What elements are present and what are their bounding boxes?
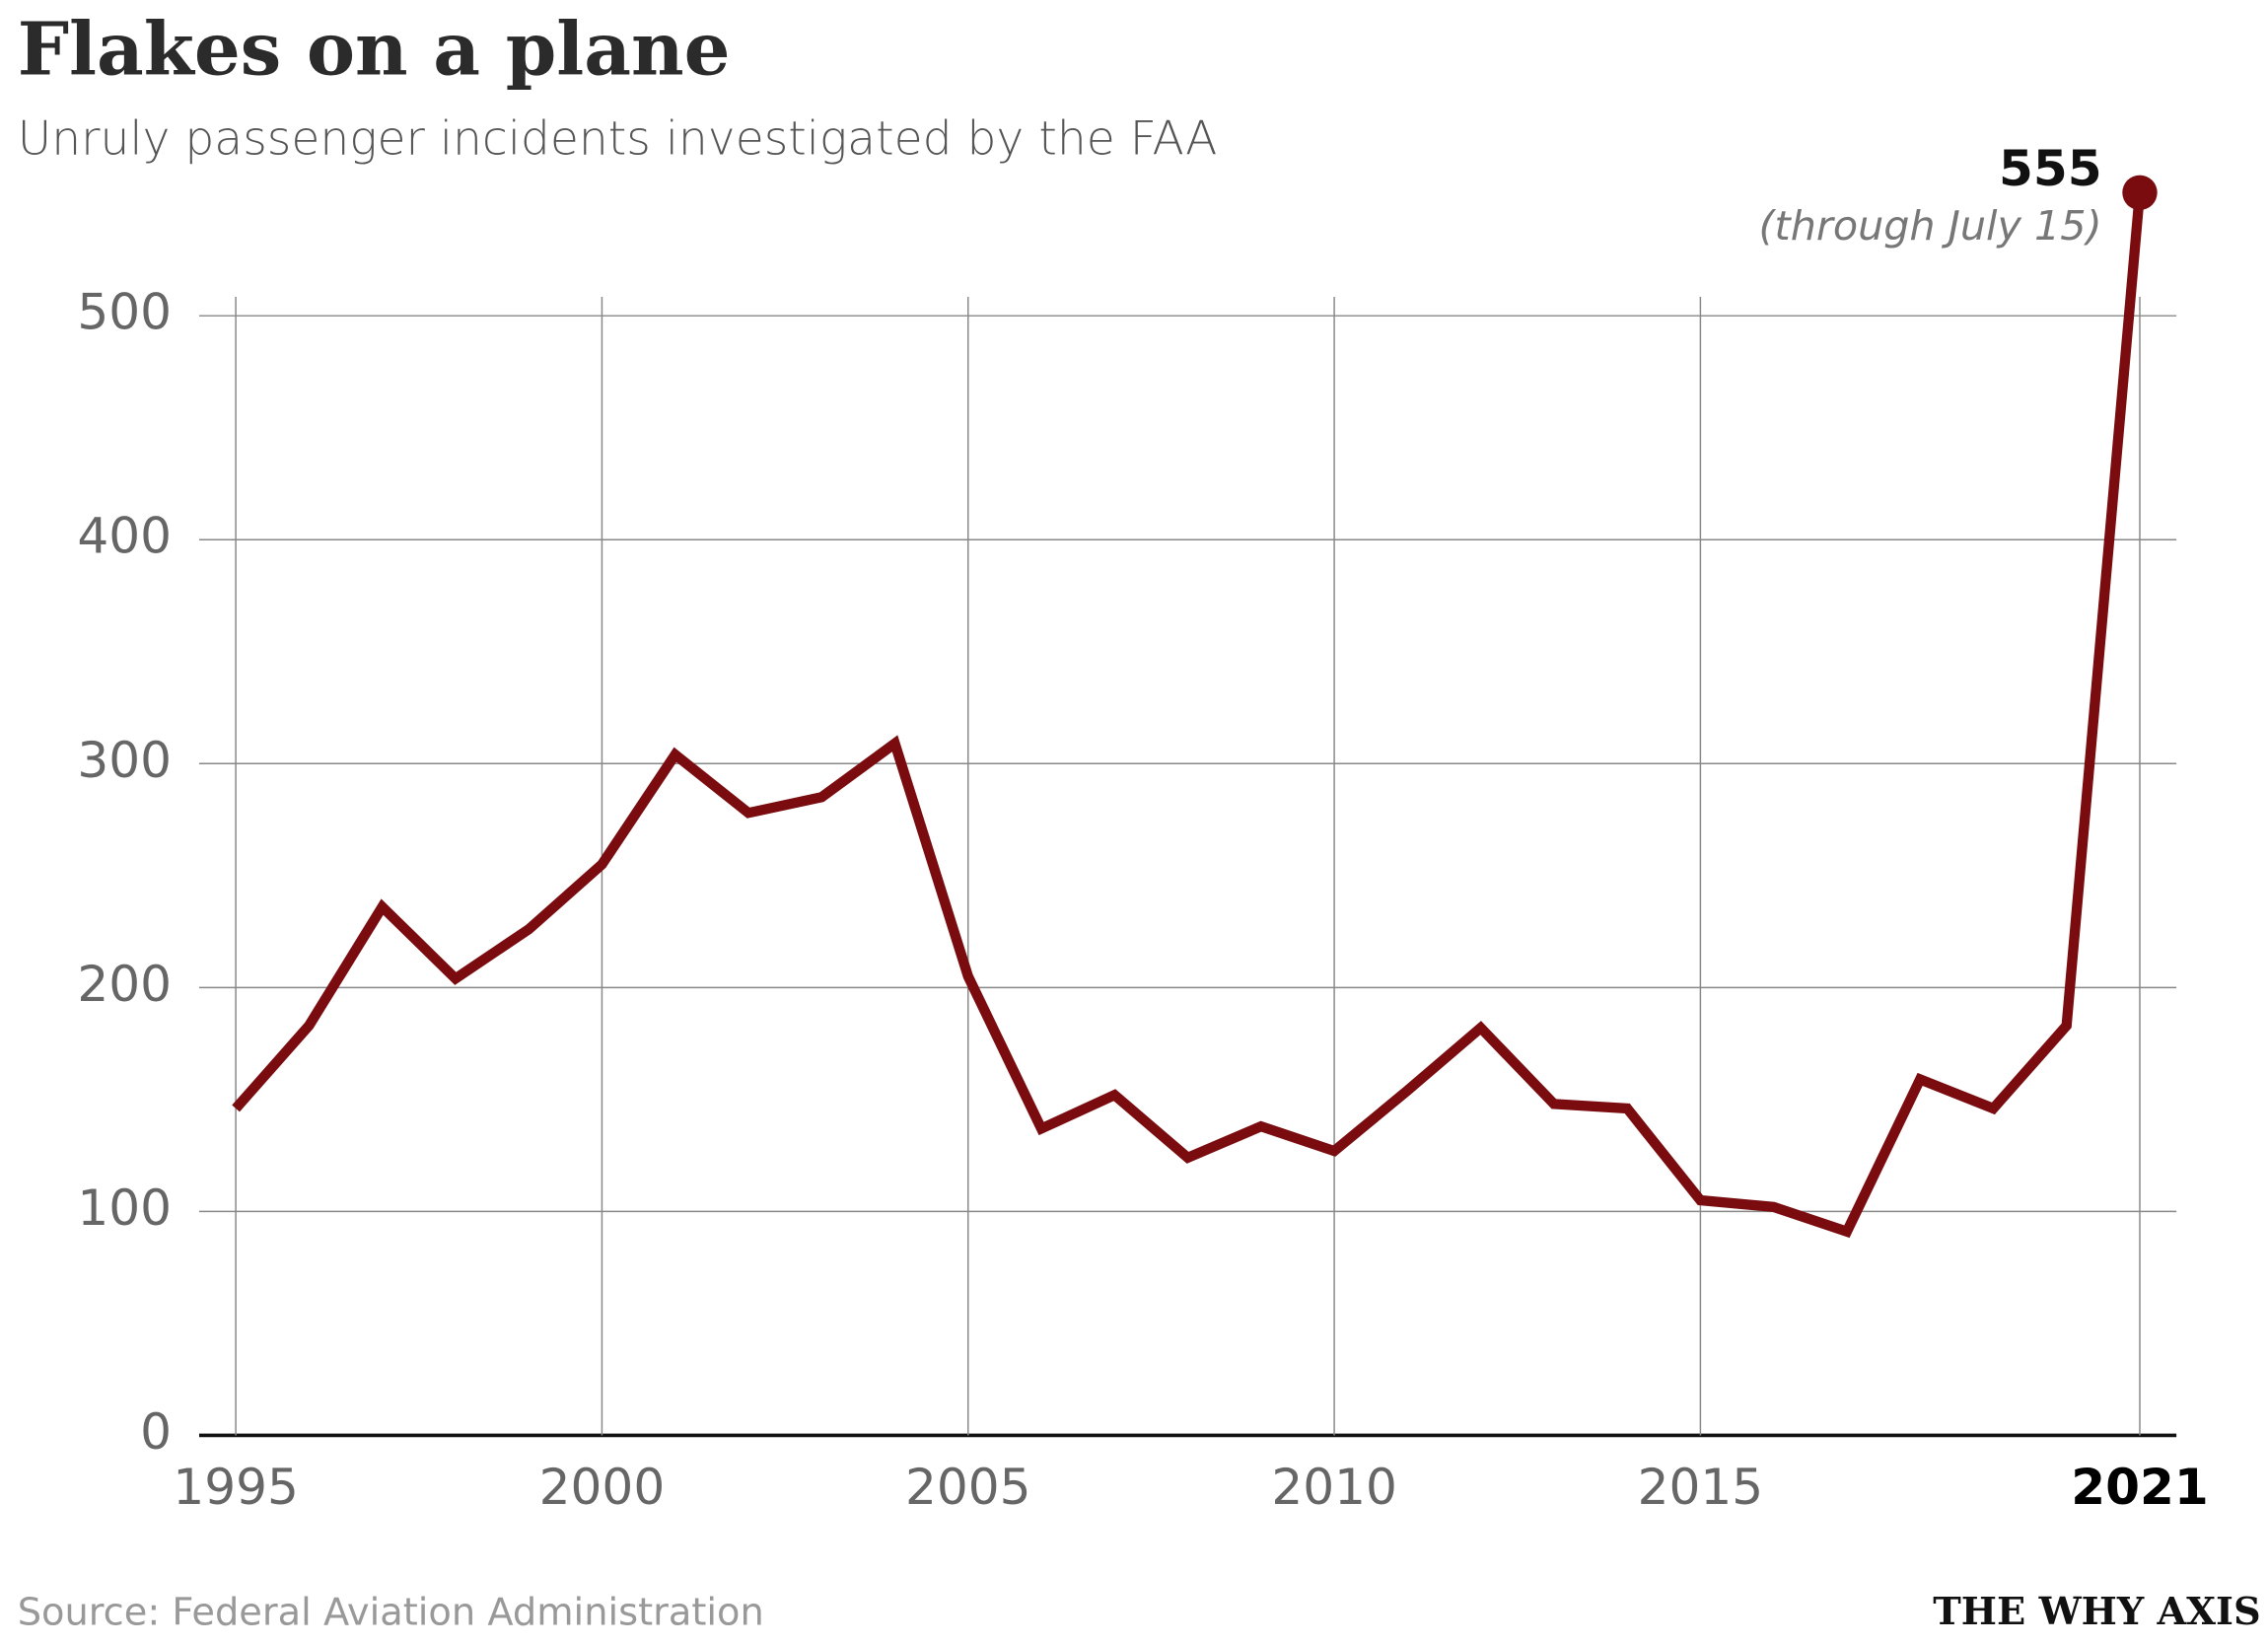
- brand: THE WHY AXIS: [1933, 1590, 2260, 1634]
- y-tick-label: 500: [77, 283, 172, 341]
- data-label: 555: [1999, 139, 2102, 197]
- y-tick-label: 200: [77, 955, 172, 1013]
- source: Source: Federal Aviation Administration: [18, 1590, 764, 1634]
- x-tick-label: 2021: [2071, 1458, 2208, 1516]
- y-tick-label: 400: [77, 507, 172, 565]
- chart-subtitle: Unruly passenger incidents investigated …: [18, 111, 1218, 166]
- x-tick-label: 1995: [173, 1458, 299, 1516]
- y-tick-label: 300: [77, 731, 172, 789]
- line: [232, 191, 2146, 1239]
- x-tick-label: 2005: [905, 1458, 1031, 1516]
- annotation: (through July 15): [1758, 202, 2101, 250]
- end-point: [2122, 175, 2158, 210]
- y-tick-label: 0: [140, 1402, 172, 1461]
- x-tick-label: 2010: [1271, 1458, 1397, 1516]
- x-tick-label: 2000: [539, 1458, 666, 1516]
- chart-title: Flakes on a plane: [18, 7, 731, 92]
- y-tick-label: 100: [77, 1179, 172, 1237]
- x-tick-label: 2015: [1638, 1458, 1764, 1516]
